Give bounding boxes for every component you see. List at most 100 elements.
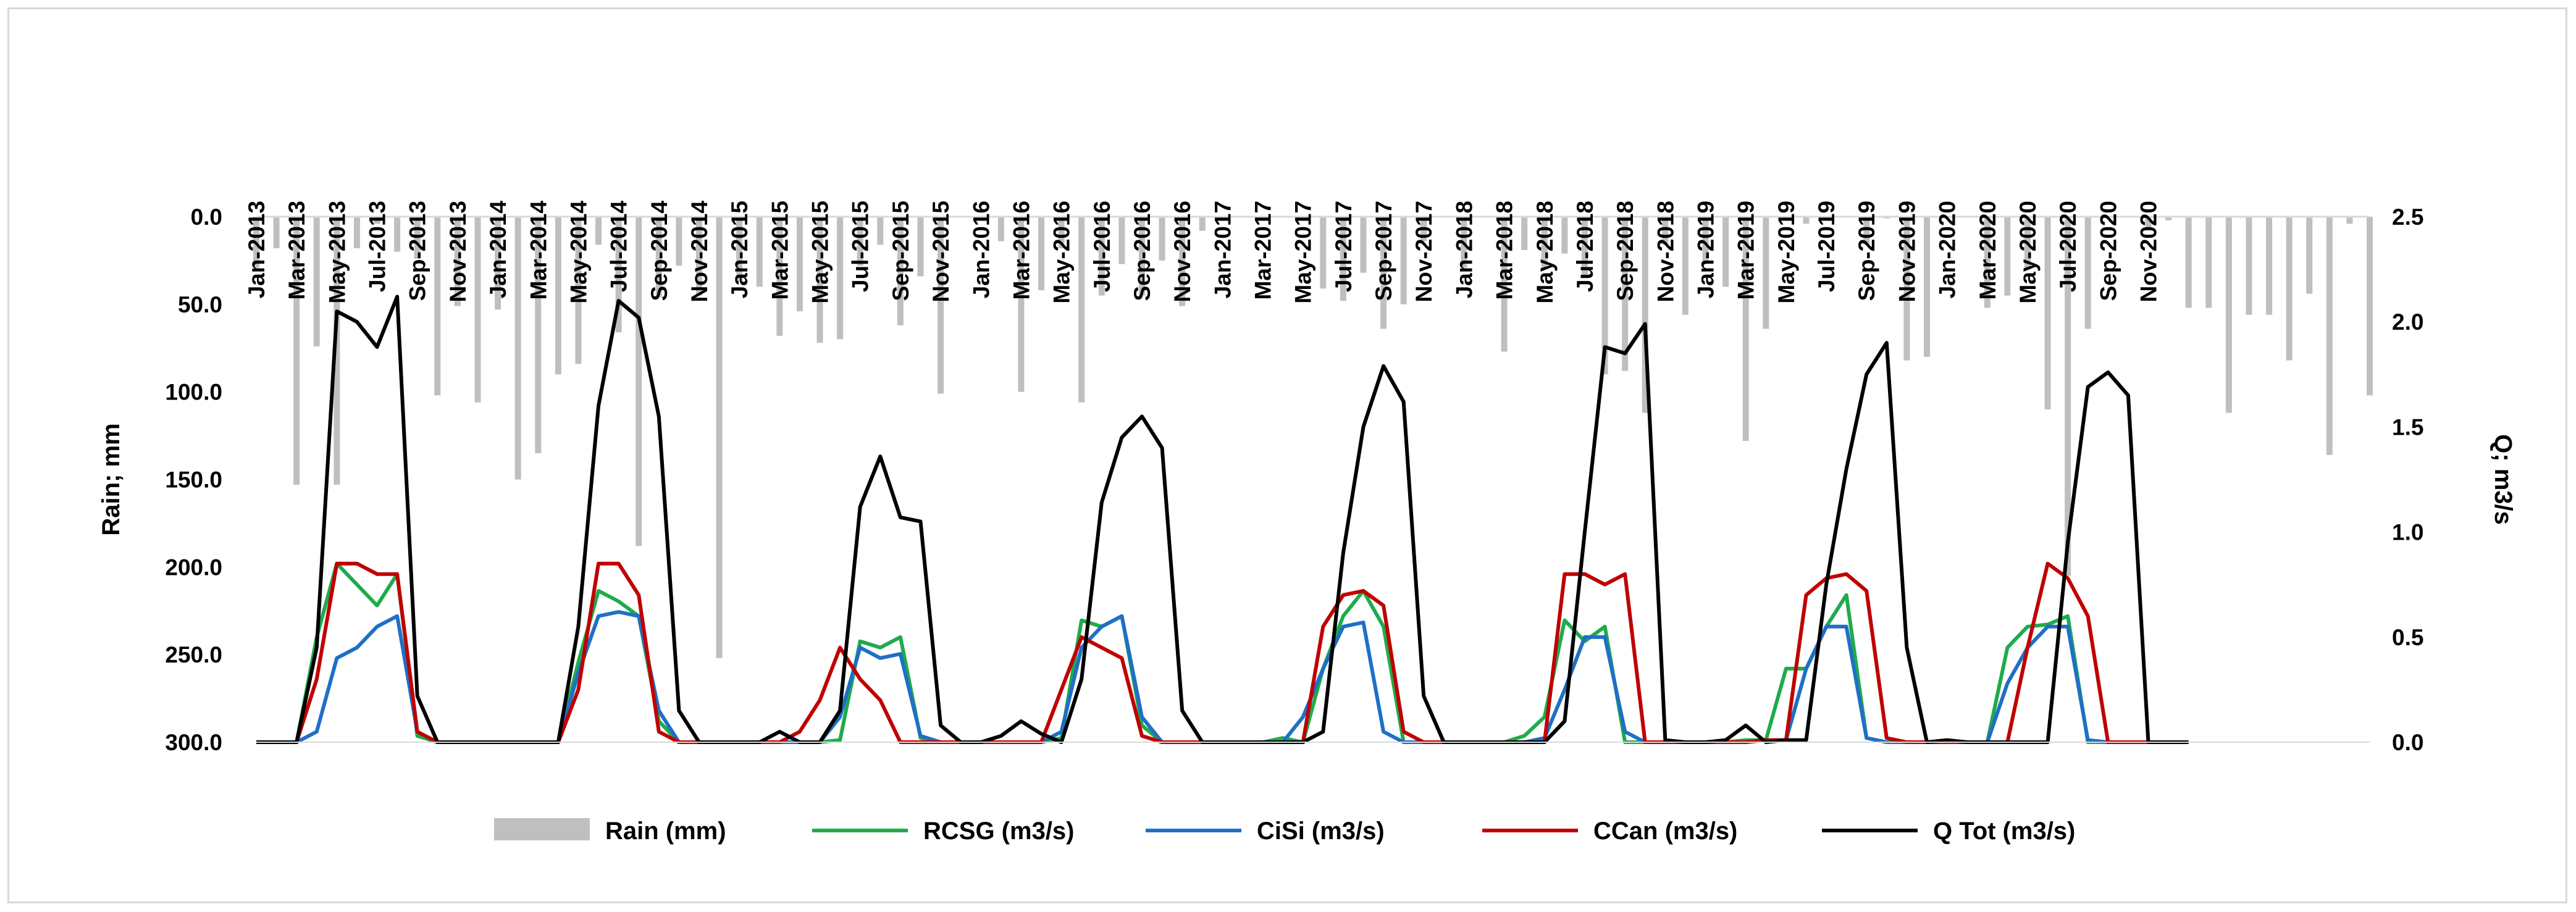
x-tick-label: Jan-2019 [1693, 201, 1719, 298]
rain-bar [2165, 217, 2172, 220]
x-tick-label: Jan-2015 [727, 201, 752, 298]
rain-bar [1400, 217, 1407, 304]
rain-bar [2266, 217, 2273, 315]
x-tick-label: May-2020 [2015, 201, 2041, 304]
rain-bar [495, 217, 501, 310]
x-tick-label: Jul-2015 [848, 201, 873, 292]
rain-bar [555, 217, 561, 375]
rain-bar [1461, 217, 1467, 268]
rain-bar [313, 217, 320, 346]
rain-bars [253, 217, 2373, 658]
x-tick-label: Nov-2017 [1411, 201, 1437, 303]
x-tick-label: Sep-2018 [1613, 201, 1638, 301]
rain-bar [2367, 217, 2373, 396]
x-tick-label: Mar-2019 [1734, 201, 1759, 299]
right-tick-label: 0.5 [2392, 625, 2423, 650]
rain-bar [334, 217, 340, 485]
rain-bar [1038, 217, 1045, 291]
rain-bar [2346, 217, 2353, 224]
x-tick-label: May-2015 [808, 201, 833, 304]
x-tick-label: May-2014 [566, 201, 591, 304]
rain-bar [2044, 217, 2051, 410]
x-tick-label: Sep-2014 [647, 201, 672, 301]
rain-bar [1199, 217, 1206, 231]
x-tick-label: Jul-2018 [1572, 201, 1598, 292]
rain-bar [2004, 217, 2011, 296]
legend-label: Rain (mm) [605, 818, 726, 845]
x-tick-label: Jan-2020 [1935, 201, 1960, 298]
rain-bar [676, 217, 682, 266]
x-tick-label: Jan-2013 [244, 201, 269, 298]
x-tick-label: Sep-2016 [1130, 201, 1155, 301]
x-tick-label: May-2016 [1049, 201, 1075, 304]
x-tick-label: Sep-2020 [2096, 201, 2121, 301]
x-tick-label: May-2018 [1532, 201, 1558, 304]
rain-bar [1380, 217, 1387, 329]
rain-bar [514, 217, 521, 480]
x-tick-label: Sep-2013 [405, 201, 430, 301]
left-tick-label: 100.0 [165, 380, 222, 405]
series-line-q [256, 295, 2189, 744]
rain-bar [273, 217, 280, 249]
x-tick-label: Jul-2014 [606, 201, 632, 293]
x-tick-label: Nov-2014 [687, 201, 712, 303]
rain-bar [595, 217, 602, 245]
right-tick-label: 0.0 [2392, 730, 2423, 755]
rain-bar [414, 217, 421, 259]
left-tick-label: 250.0 [165, 642, 222, 667]
rain-bar [2246, 217, 2252, 315]
rain-bar [1581, 217, 1588, 278]
rain-bar [938, 217, 944, 394]
legend-swatch-rain [494, 818, 590, 840]
rain-bar [1420, 217, 1427, 241]
x-tick-label: Jul-2016 [1089, 201, 1115, 292]
rain-bar [1098, 217, 1105, 296]
rain-bar [636, 217, 642, 546]
right-tick-label: 1.0 [2392, 520, 2423, 545]
left-tick-label: 300.0 [165, 730, 222, 755]
x-tick-label: Jul-2020 [2055, 201, 2081, 292]
rain-bar [454, 217, 461, 306]
rain-bar [877, 217, 884, 245]
rain-bar [695, 217, 702, 296]
x-tick-label: Nov-2013 [445, 201, 471, 303]
x-tick-label: Mar-2014 [526, 201, 551, 300]
x-tick-label: Mar-2018 [1492, 201, 1517, 299]
rain-bar [1018, 217, 1025, 392]
x-tick-label: Mar-2020 [1975, 201, 2000, 299]
rain-bar [575, 217, 582, 364]
flow-lines [256, 295, 2189, 744]
left-tick-label: 50.0 [178, 292, 222, 317]
rain-bar [1159, 217, 1165, 261]
rain-bar [2065, 217, 2071, 576]
rain-bar [837, 217, 844, 340]
left-tick-label: 0.0 [191, 204, 222, 230]
rain-bar [1803, 217, 1810, 224]
x-tick-label: Jan-2016 [968, 201, 994, 298]
rain-bar [897, 217, 904, 325]
rain-bar [1360, 217, 1367, 273]
rain-bar [2326, 217, 2333, 455]
rain-bar [736, 217, 743, 282]
rain-bar [474, 217, 481, 403]
x-tick-label: May-2017 [1291, 201, 1316, 304]
series-line-cisi [256, 610, 2128, 744]
rain-bar [2185, 217, 2192, 308]
chart-svg: Jan-2013 Mar-2013 May-2013 Jul-2013 Sep-2013… [98, 201, 2517, 845]
rain-bar [1702, 217, 1709, 264]
x-tick-label: Sep-2017 [1371, 201, 1396, 301]
x-tick-label: Sep-2019 [1854, 201, 1879, 301]
rain-bar [796, 217, 803, 312]
rain-bar [997, 217, 1004, 241]
rain-bar [816, 217, 823, 343]
x-tick-label: Sep-2015 [888, 201, 913, 301]
rain-bar [776, 217, 783, 336]
rain-bar [2306, 217, 2313, 294]
x-tick-label: Jul-2013 [365, 201, 390, 292]
rain-bar [1722, 217, 1729, 287]
rain-bar [1078, 217, 1085, 403]
rain-bar [1984, 217, 1991, 308]
legend: Rain (mm) RCSG (m3/s) CiSi (m3/s) CCan (m3/… [494, 818, 2075, 845]
rain-bar [1763, 217, 1769, 329]
right-tick-label: 2.5 [2392, 204, 2423, 230]
